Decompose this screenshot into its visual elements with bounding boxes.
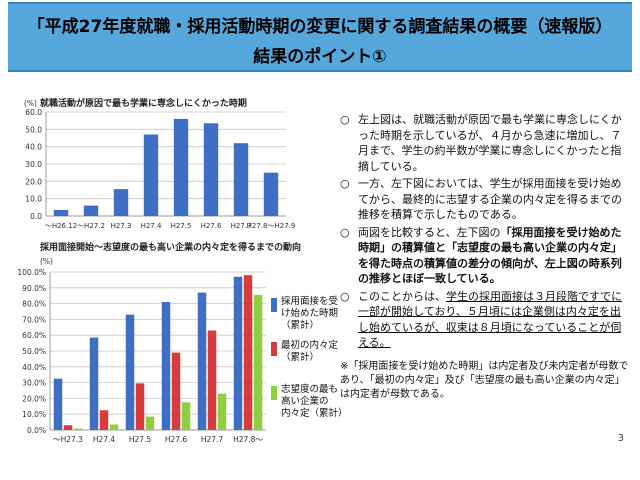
chart1-ytick-label: 0.0 — [30, 212, 42, 221]
chart1-title: 就職活動が原因で最も学業に専念しにくかった時期 — [40, 97, 247, 109]
legend-label-2: 最初の内々定 （累計） — [281, 340, 339, 363]
chart1-bar — [83, 205, 99, 216]
chart2-xtick-label: H27.7 — [201, 435, 224, 444]
chart2-bar-series-3 — [145, 416, 155, 430]
chart2-bar-series-3 — [181, 402, 191, 430]
chart2-xtick-label: H27.8～ — [233, 435, 263, 444]
bullet-circle-icon: ○ — [340, 177, 350, 190]
note-1-text: 左上図は、就職活動が原因で最も学業に専念しにくかった時期を示しているが、４月から… — [358, 113, 622, 173]
chart2-ytick-label: 90.0% — [22, 284, 46, 293]
chart2-bar-series-1 — [161, 302, 171, 430]
footnote: ※「採用面接を受け始めた時期」は内定者及び未内定者が母数であり、「最初の内々定」… — [340, 361, 629, 400]
chart2-ytick-label: 60.0% — [22, 331, 46, 340]
note-4: ○ このことからは、学生の採用面接は３月段階ですでに一部が開始しており、５月頃に… — [340, 289, 626, 351]
chart2-bar-series-2 — [243, 275, 253, 430]
chart1-xtick-label: ～H27.2 — [77, 222, 105, 230]
chart1-bar — [203, 123, 219, 216]
note-4-text-a: このことからは、 — [358, 289, 446, 303]
chart1-ytick-label: 30.0 — [25, 160, 42, 169]
chart1-xtick-label: ～H26.12 — [45, 222, 77, 230]
note-3-text-b: 「採用面接を受け始めた時期」の積算値と「志望度の最も高い企業の内々定」を得た時点… — [358, 225, 622, 286]
bullet-circle-icon: ○ — [340, 289, 350, 303]
chart2-bar-series-1 — [53, 378, 63, 430]
chart2-xtick-label: ～H27.3 — [53, 435, 83, 444]
chart2-ytick-label: 40.0% — [22, 363, 46, 372]
chart2-bar-series-1 — [125, 314, 135, 430]
summary-notes: ○ 左上図は、就職活動が原因で最も学業に専念しにくかった時期を示しているが、４月… — [340, 112, 626, 353]
note-3-text-a: 両図を比較すると、左下図の — [358, 225, 501, 239]
chart2-bar-series-1 — [89, 337, 99, 430]
chart2-bar-series-2 — [63, 425, 73, 430]
legend-swatch-blue — [271, 298, 277, 312]
chart2-bar-series-3 — [253, 294, 263, 430]
legend-label-3: 志望度の最も 高い企業の 内々定（累計） — [281, 384, 348, 419]
chart1-xtick-label: H27.5 — [171, 222, 192, 230]
chart2-ytick-label: 30.0% — [22, 379, 46, 388]
chart2-ylabel: (%) — [40, 257, 53, 266]
chart1-bar — [173, 118, 189, 216]
chart2-title: 採用面接開始～志望度の最も高い企業の内々定を得るまでの動向 — [40, 241, 301, 253]
chart2-ytick-label: 70.0% — [22, 315, 46, 324]
chart2-ytick-label: 100.0% — [17, 268, 46, 277]
chart2-bar-series-2 — [135, 383, 145, 430]
note-4-text-b: 学生の採用面接は３月段階ですでに一部が開始しており、５月頃には企業側は内々定を出… — [358, 289, 623, 350]
chart1-ytick-label: 40.0 — [25, 143, 42, 152]
legend-label-1: 採用面接を受 け始めた時期 （累計） — [281, 296, 339, 331]
chart2-ytick-label: 50.0% — [22, 347, 46, 356]
chart2-ytick-label: 20.0% — [22, 394, 46, 403]
chart1-bar — [233, 143, 249, 216]
chart1-ylabel: (%) — [24, 99, 37, 108]
chart1-ytick-label: 20.0 — [25, 177, 42, 186]
chart2-bar-series-3 — [73, 428, 83, 430]
legend-swatch-red — [271, 342, 277, 356]
chart2-bar-series-2 — [207, 330, 217, 430]
chart1-bar — [53, 209, 69, 216]
page-subtitle: 結果のポイント① — [253, 47, 387, 67]
chart1-bar — [263, 172, 279, 216]
chart2-ytick-label: 10.0% — [22, 410, 46, 419]
page-number: 3 — [617, 433, 624, 444]
chart1-xtick-label: H27.6 — [201, 222, 222, 230]
legend-item-3: 志望度の最も 高い企業の 内々定（累計） — [271, 384, 348, 420]
chart1-xtick-label: H27.8～H27.9 — [247, 222, 296, 230]
chart2-bar-series-1 — [197, 292, 207, 430]
chart2-xtick-label: H27.5 — [129, 435, 152, 444]
note-3: ○ 両図を比較すると、左下図の「採用面接を受け始めた時期」の積算値と「志望度の最… — [340, 225, 626, 287]
chart2-bar-series-2 — [171, 352, 181, 430]
bullet-circle-icon: ○ — [340, 113, 350, 126]
note-1: ○ 左上図は、就職活動が原因で最も学業に専念しにくかった時期を示しているが、４月… — [340, 112, 626, 174]
legend-swatch-green — [271, 386, 277, 400]
chart2-bar-series-1 — [233, 276, 243, 430]
note-2: ○ 一方、左下図においては、学生が採用面接を受け始めてから、最終的に志望する企業… — [340, 176, 626, 223]
chart2-ytick-label: 0.0% — [27, 426, 46, 435]
chart2-bar-series-2 — [99, 410, 109, 430]
chart2-bar-series-3 — [217, 393, 227, 430]
chart1-ytick-label: 60.0 — [25, 108, 42, 117]
chart1-bar — [143, 134, 159, 216]
chart1-ytick-label: 50.0 — [25, 125, 42, 134]
chart2-ytick-label: 80.0% — [22, 300, 46, 309]
chart1-xtick-label: H27.4 — [141, 222, 162, 230]
chart2-bar-series-3 — [109, 424, 119, 430]
title-banner: 「平成27年度就職・採用活動時期の変更に関する調査結果の概要（速報版） 結果のポ… — [8, 2, 632, 72]
chart2-xtick-label: H27.4 — [93, 435, 116, 444]
bullet-circle-icon: ○ — [340, 225, 350, 239]
note-2-text: 一方、左下図においては、学生が採用面接を受け始めてから、最終的に志望する企業の内… — [358, 177, 622, 221]
chart1-ytick-label: 10.0 — [25, 195, 42, 204]
chart2-xtick-label: H27.6 — [165, 435, 188, 444]
legend-item-1: 採用面接を受 け始めた時期 （累計） — [271, 296, 343, 332]
legend-item-2: 最初の内々定 （累計） — [271, 340, 343, 366]
chart1-bar — [113, 189, 129, 216]
chart1-xtick-label: H27.3 — [111, 222, 132, 230]
page-title: 「平成27年度就職・採用活動時期の変更に関する調査結果の概要（速報版） — [27, 17, 613, 37]
chart1-xtick-label: H27.7 — [231, 222, 252, 230]
